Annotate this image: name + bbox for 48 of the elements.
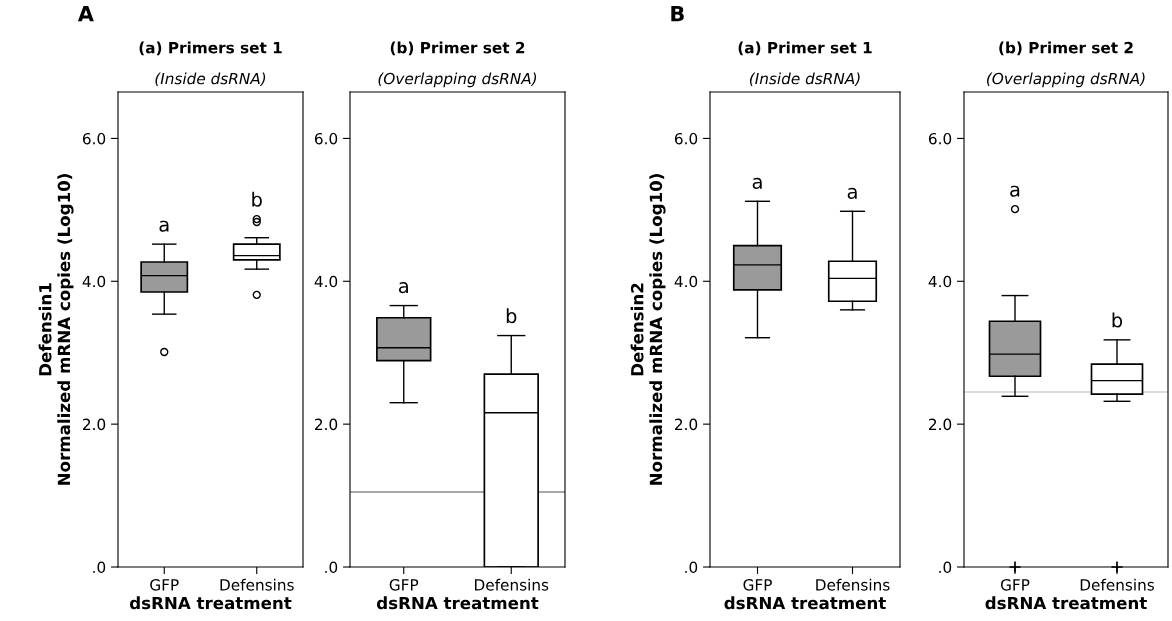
y-tick-label: 4.0 xyxy=(928,275,952,288)
chart-title: (a) Primers set 1 xyxy=(139,41,282,56)
x-tick-label: GFP xyxy=(389,579,419,591)
x-axis-title: dsRNA treatment xyxy=(724,596,886,610)
x-tick-label: GFP xyxy=(743,579,772,591)
annotation: a xyxy=(1010,185,1020,197)
annotation: b xyxy=(1112,312,1123,328)
y-tick-label: 2.0 xyxy=(675,418,698,431)
chart-title: (b) Primer set 2 xyxy=(999,41,1133,56)
y-tick-label: 4.0 xyxy=(674,275,698,288)
y-tick-label: 6.0 xyxy=(674,132,698,145)
y-tick-label: 4.0 xyxy=(82,275,106,288)
annotation: a xyxy=(159,220,169,232)
y-tick-label: 4.0 xyxy=(314,275,338,288)
x-tick-label: GFP xyxy=(1000,579,1030,591)
y-tick-label: .0 xyxy=(685,561,698,574)
y-tick-label: 2.0 xyxy=(83,418,106,431)
x-tick-label: Defensins xyxy=(816,578,890,591)
y-tick-label: 6.0 xyxy=(314,132,338,145)
y-tick-label: 2.0 xyxy=(315,418,338,431)
y-tick-label: 6.0 xyxy=(928,132,952,145)
x-tick-label: Defensins xyxy=(475,578,549,591)
x-tick-label: GFP xyxy=(150,579,179,591)
annotation: b xyxy=(506,308,517,324)
chart-title: (a) Primer set 1 xyxy=(738,41,872,56)
annotation: a xyxy=(398,282,408,294)
y-axis-title: Defensin1 Normalized mRNA copies (Log10) xyxy=(38,174,74,485)
y-tick-label: 6.0 xyxy=(82,132,106,145)
x-axis-title: dsRNA treatment xyxy=(985,596,1147,610)
text: B xyxy=(671,5,684,22)
y-axis-title: Defensin2 Normalized mRNA copies (Log10) xyxy=(630,174,666,485)
chart-subtitle: (Inside dsRNA) xyxy=(155,72,266,87)
chart-title: (b) Primer set 2 xyxy=(390,41,525,56)
annotation: a xyxy=(847,187,857,199)
chart-subtitle: (Overlapping dsRNA) xyxy=(987,72,1145,88)
x-axis-title: dsRNA treatment xyxy=(376,596,539,610)
x-axis-title: dsRNA treatment xyxy=(129,596,292,610)
chart-subtitle: (Overlapping dsRNA) xyxy=(378,72,537,88)
annotation: b xyxy=(252,191,262,207)
annotation: a xyxy=(752,177,762,189)
x-tick-label: Defensins xyxy=(220,578,294,591)
y-tick-label: .0 xyxy=(93,561,106,574)
y-tick-label: .0 xyxy=(325,561,338,574)
text: A xyxy=(77,5,94,22)
y-tick-label: .0 xyxy=(939,561,952,574)
y-tick-label: 2.0 xyxy=(929,418,952,431)
x-tick-label: Defensins xyxy=(1080,578,1154,591)
chart-subtitle: (Inside dsRNA) xyxy=(749,72,860,87)
